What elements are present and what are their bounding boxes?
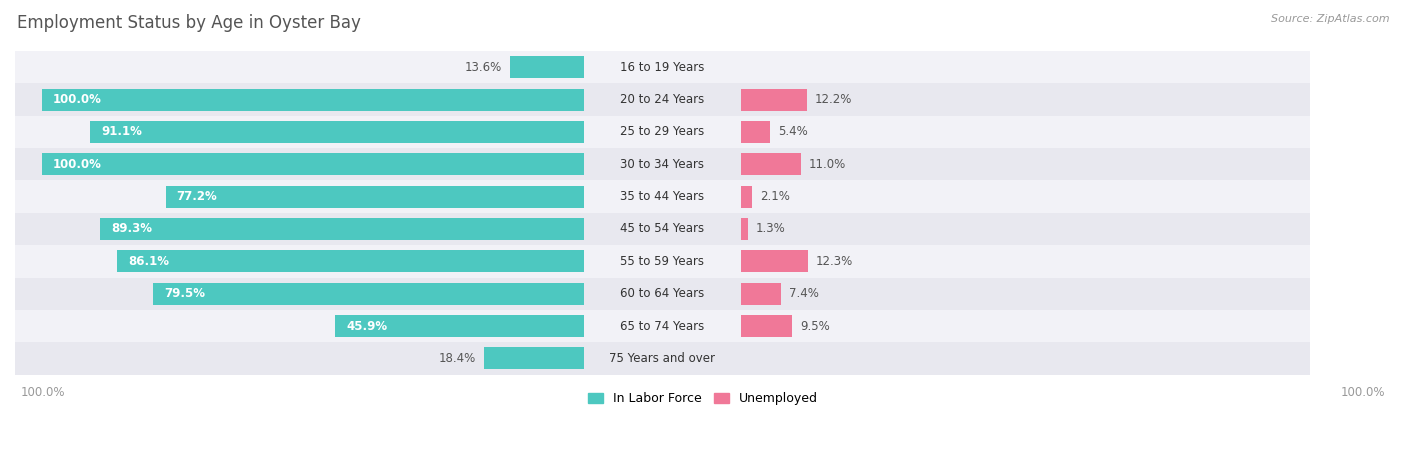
Bar [335, 315, 583, 337]
Text: 100.0%: 100.0% [1341, 386, 1385, 399]
Text: 11.0%: 11.0% [808, 158, 846, 171]
Bar [741, 121, 770, 143]
Bar [15, 213, 1310, 245]
Text: 1.3%: 1.3% [756, 222, 786, 235]
Text: 7.4%: 7.4% [789, 287, 820, 300]
Text: 2.1%: 2.1% [761, 190, 790, 203]
Bar [42, 153, 583, 175]
Text: 100.0%: 100.0% [53, 158, 101, 171]
Text: 65 to 74 Years: 65 to 74 Years [620, 320, 704, 332]
Text: 9.5%: 9.5% [800, 320, 831, 332]
Bar [484, 347, 583, 369]
Text: 35 to 44 Years: 35 to 44 Years [620, 190, 704, 203]
Legend: In Labor Force, Unemployed: In Labor Force, Unemployed [583, 387, 823, 410]
Text: 16 to 19 Years: 16 to 19 Years [620, 61, 704, 74]
Text: 55 to 59 Years: 55 to 59 Years [620, 255, 704, 268]
Text: 45 to 54 Years: 45 to 54 Years [620, 222, 704, 235]
Bar [741, 283, 780, 305]
Bar [153, 283, 583, 305]
Bar [741, 250, 807, 272]
Text: Employment Status by Age in Oyster Bay: Employment Status by Age in Oyster Bay [17, 14, 361, 32]
Bar [15, 245, 1310, 277]
Text: 100.0%: 100.0% [21, 386, 65, 399]
Bar [15, 148, 1310, 180]
Bar [15, 83, 1310, 116]
Bar [741, 186, 752, 207]
Bar [90, 121, 583, 143]
Bar [15, 277, 1310, 310]
Text: 12.3%: 12.3% [815, 255, 853, 268]
Bar [741, 218, 748, 240]
Bar [42, 88, 583, 110]
Bar [741, 153, 800, 175]
Text: 13.6%: 13.6% [465, 61, 502, 74]
Text: 30 to 34 Years: 30 to 34 Years [620, 158, 704, 171]
Text: Source: ZipAtlas.com: Source: ZipAtlas.com [1271, 14, 1389, 23]
Text: 18.4%: 18.4% [439, 352, 477, 365]
Bar [15, 310, 1310, 342]
Bar [15, 116, 1310, 148]
Text: 5.4%: 5.4% [779, 125, 808, 138]
Bar [15, 342, 1310, 374]
Text: 79.5%: 79.5% [165, 287, 205, 300]
Text: 20 to 24 Years: 20 to 24 Years [620, 93, 704, 106]
Bar [100, 218, 583, 240]
Bar [741, 88, 807, 110]
Bar [510, 56, 583, 78]
Text: 12.2%: 12.2% [815, 93, 852, 106]
Bar [15, 180, 1310, 213]
Text: 60 to 64 Years: 60 to 64 Years [620, 287, 704, 300]
Text: 25 to 29 Years: 25 to 29 Years [620, 125, 704, 138]
Text: 91.1%: 91.1% [101, 125, 142, 138]
Text: 86.1%: 86.1% [128, 255, 169, 268]
Bar [15, 51, 1310, 83]
Text: 45.9%: 45.9% [346, 320, 387, 332]
Text: 89.3%: 89.3% [111, 222, 152, 235]
Bar [741, 315, 793, 337]
Text: 75 Years and over: 75 Years and over [609, 352, 716, 365]
Bar [166, 186, 583, 207]
Text: 100.0%: 100.0% [53, 93, 101, 106]
Bar [117, 250, 583, 272]
Text: 77.2%: 77.2% [176, 190, 217, 203]
